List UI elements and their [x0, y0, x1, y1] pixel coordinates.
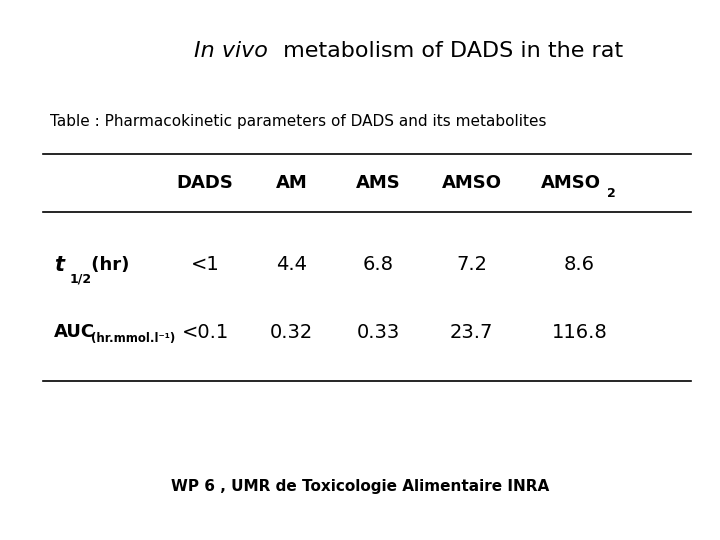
Text: DADS: DADS	[177, 173, 233, 192]
Text: Table : Pharmacokinetic parameters of DADS and its metabolites: Table : Pharmacokinetic parameters of DA…	[50, 114, 547, 129]
Text: AM: AM	[276, 173, 307, 192]
Text: 4.4: 4.4	[276, 255, 307, 274]
Text: 116.8: 116.8	[552, 322, 608, 342]
Text: 1/2: 1/2	[70, 273, 92, 286]
Text: 7.2: 7.2	[456, 255, 487, 274]
Text: <1: <1	[191, 255, 220, 274]
Text: WP 6 , UMR de Toxicologie Alimentaire INRA: WP 6 , UMR de Toxicologie Alimentaire IN…	[171, 478, 549, 494]
Text: 2: 2	[607, 187, 616, 200]
Text: 23.7: 23.7	[450, 322, 493, 342]
Text: 6.8: 6.8	[362, 255, 394, 274]
Text: <0.1: <0.1	[181, 322, 229, 342]
Text: AMSO: AMSO	[541, 173, 601, 192]
Text: metabolism of DADS in the rat: metabolism of DADS in the rat	[276, 41, 623, 62]
Text: AUC: AUC	[54, 323, 95, 341]
Text: In vivo: In vivo	[194, 41, 269, 62]
Text: 8.6: 8.6	[564, 255, 595, 274]
Text: AMSO: AMSO	[441, 173, 502, 192]
Text: (hr): (hr)	[85, 255, 130, 274]
Text: t: t	[54, 254, 64, 275]
Text: 0.33: 0.33	[356, 322, 400, 342]
Text: AMS: AMS	[356, 173, 400, 192]
Text: 0.32: 0.32	[270, 322, 313, 342]
Text: (hr.mmol.l⁻¹): (hr.mmol.l⁻¹)	[91, 332, 176, 345]
